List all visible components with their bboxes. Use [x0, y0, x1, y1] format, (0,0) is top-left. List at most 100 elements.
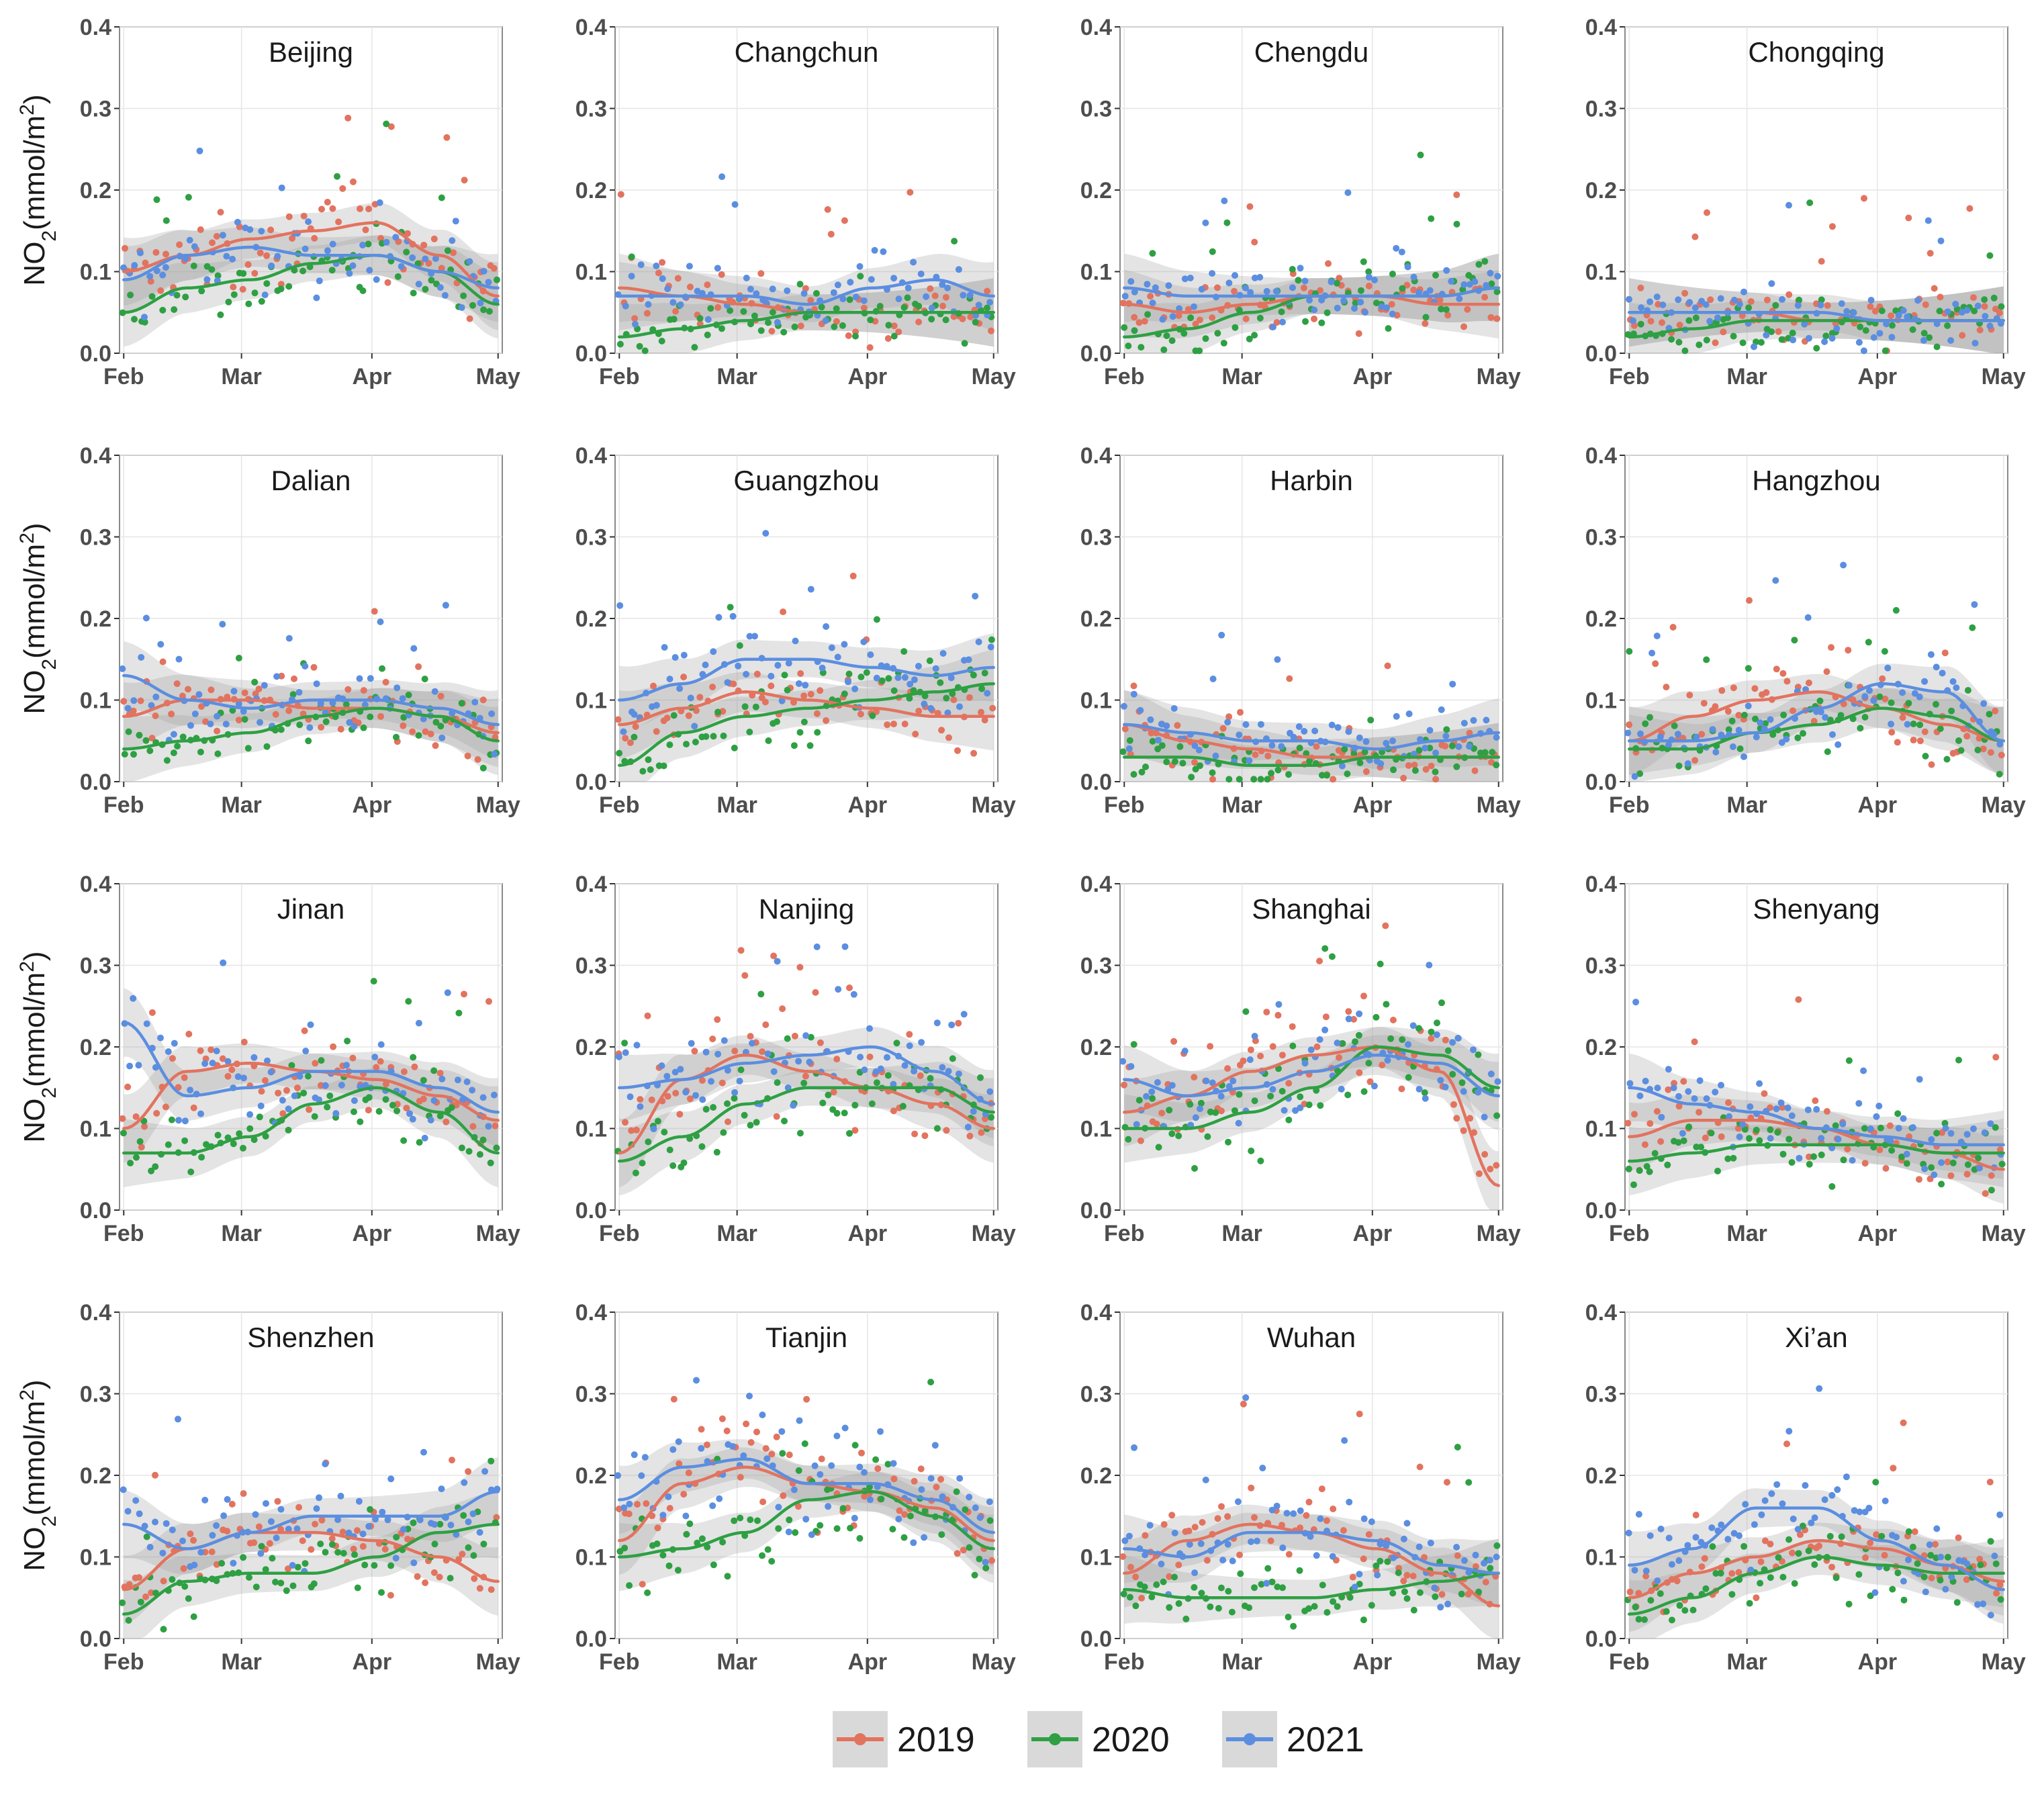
point-2021	[1251, 274, 1258, 281]
point-2021	[130, 995, 137, 1002]
point-2019	[148, 1009, 156, 1016]
point-2021	[207, 721, 214, 728]
point-2020	[244, 745, 252, 752]
point-2020	[889, 1526, 896, 1533]
point-2019	[1493, 1162, 1500, 1169]
point-2021	[1920, 336, 1927, 344]
point-2021	[1279, 1544, 1287, 1551]
band-2019	[619, 1447, 994, 1575]
point-2021	[1278, 743, 1285, 750]
point-2021	[620, 1504, 628, 1512]
point-2019	[339, 1528, 346, 1536]
point-2021	[361, 701, 369, 708]
point-2019	[967, 313, 974, 320]
point-2020	[1207, 1108, 1214, 1115]
point-2021	[638, 1472, 645, 1479]
point-2021	[724, 1066, 731, 1074]
point-2021	[261, 291, 269, 299]
point-2021	[201, 1060, 209, 1067]
point-2019	[698, 1076, 706, 1084]
point-2020	[812, 289, 820, 297]
point-2021	[135, 1062, 142, 1069]
point-2019	[1422, 320, 1429, 327]
x-tick-label: Feb	[599, 792, 639, 818]
point-2019	[1996, 1581, 2004, 1588]
point-2020	[1671, 722, 1678, 729]
point-2021	[1248, 1538, 1254, 1545]
point-2019	[208, 1549, 216, 1555]
point-2019	[693, 707, 700, 715]
point-2019	[224, 1528, 231, 1535]
point-2019	[685, 712, 692, 719]
point-2020	[962, 1506, 969, 1514]
point-2019	[162, 250, 169, 258]
point-2021	[1685, 1088, 1692, 1095]
point-2020	[1936, 308, 1943, 315]
trend-line-2020	[618, 1086, 995, 1163]
trend-line-2021	[1123, 286, 1500, 298]
y-tick-label: 0.4	[80, 872, 111, 897]
point-2020	[1256, 314, 1264, 322]
point-2021	[1867, 297, 1875, 304]
point-2021	[1279, 318, 1286, 326]
point-2019	[655, 269, 662, 277]
point-2019	[409, 728, 416, 735]
point-2019	[312, 1520, 319, 1528]
y-tick-label: 0.3	[575, 525, 607, 551]
point-2021	[1345, 1015, 1352, 1023]
point-2019	[240, 1490, 247, 1498]
point-2020	[702, 1105, 710, 1113]
point-2019	[704, 281, 711, 289]
point-2019	[851, 1127, 859, 1134]
point-2021	[392, 234, 400, 241]
point-2019	[187, 1530, 194, 1538]
point-2021	[1980, 700, 1988, 707]
point-2019	[802, 1072, 809, 1080]
point-2021	[1631, 1567, 1638, 1574]
point-2020	[796, 729, 804, 736]
point-2019	[632, 723, 639, 730]
point-2020	[256, 1113, 263, 1121]
point-2021	[197, 1110, 204, 1117]
point-2020	[769, 309, 776, 316]
point-2021	[1170, 705, 1178, 712]
point-2020	[971, 1571, 978, 1579]
point-2021	[1219, 1557, 1227, 1564]
point-2020	[1788, 1159, 1796, 1166]
point-2020	[119, 1599, 126, 1606]
point-2021	[317, 700, 324, 707]
point-2021	[1665, 1066, 1672, 1073]
y-tick-label: 0.2	[575, 178, 607, 203]
point-2020	[1344, 770, 1351, 778]
point-2019	[400, 722, 407, 729]
point-2019	[1336, 275, 1343, 282]
point-2021	[1224, 719, 1232, 726]
point-2019	[906, 1031, 913, 1038]
y-tick-label: 0.1	[1080, 1117, 1112, 1142]
x-tick-label: Apr	[1353, 1221, 1393, 1246]
point-2019	[272, 710, 279, 718]
point-2021	[421, 1134, 428, 1142]
point-2021	[1197, 1105, 1203, 1113]
panel-title: Shenyang	[1753, 893, 1879, 925]
point-2019	[1921, 728, 1929, 735]
point-2020	[317, 1540, 324, 1548]
point-2020	[447, 1575, 454, 1582]
point-2019	[1767, 1540, 1774, 1548]
point-2021	[1259, 1465, 1266, 1472]
point-2020	[493, 1144, 500, 1152]
point-2021	[622, 302, 629, 310]
point-2021	[349, 262, 357, 269]
point-2021	[1224, 1540, 1232, 1548]
point-2019	[1209, 314, 1216, 322]
point-2020	[1258, 1581, 1265, 1588]
point-2020	[1955, 1056, 1962, 1064]
point-2020	[1352, 1038, 1358, 1046]
point-2020	[1323, 1609, 1331, 1616]
point-2021	[1714, 314, 1721, 322]
point-2021	[313, 1505, 320, 1512]
point-2021	[1949, 678, 1957, 685]
point-2021	[332, 1110, 340, 1117]
point-2020	[1465, 1479, 1473, 1486]
point-2021	[1626, 1080, 1634, 1087]
